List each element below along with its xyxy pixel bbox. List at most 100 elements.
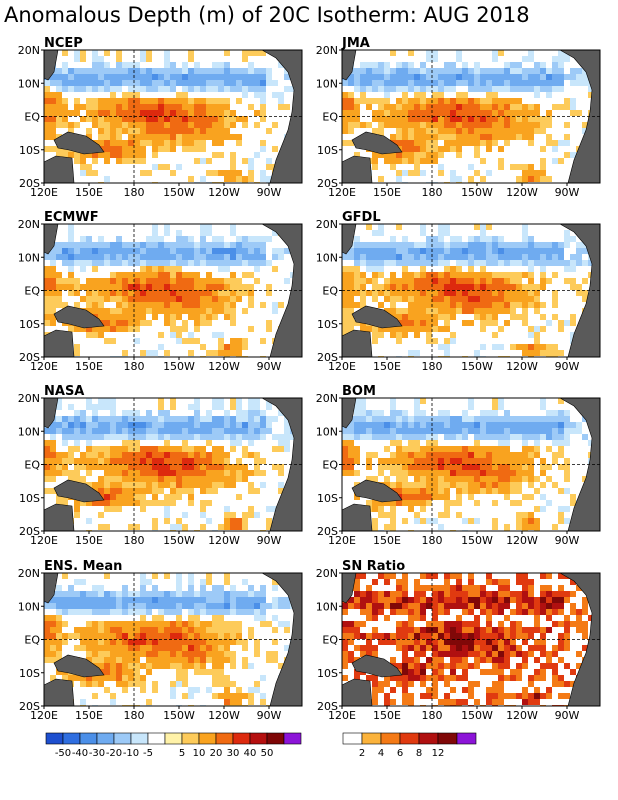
field-cell — [558, 110, 564, 116]
field-cell — [170, 482, 176, 488]
field-cell — [248, 260, 254, 266]
field-cell — [194, 428, 200, 434]
field-cell — [200, 254, 206, 260]
field-cell — [182, 278, 188, 284]
field-cell — [80, 224, 86, 230]
field-cell — [260, 404, 266, 410]
field-cell — [456, 80, 462, 86]
field-cell — [372, 122, 378, 128]
field-cell — [510, 50, 516, 56]
field-cell — [432, 308, 438, 314]
field-cell — [444, 272, 450, 278]
field-cell — [110, 152, 116, 158]
field-cell — [438, 68, 444, 74]
field-cell — [360, 296, 366, 302]
field-cell — [140, 512, 146, 518]
field-cell — [260, 338, 266, 344]
field-cell — [224, 452, 230, 458]
field-cell — [194, 518, 200, 524]
field-cell — [408, 158, 414, 164]
field-cell — [384, 224, 390, 230]
field-cell — [152, 350, 158, 356]
field-cell — [444, 56, 450, 62]
field-cell — [360, 50, 366, 56]
field-cell — [266, 110, 272, 116]
field-cell — [146, 506, 152, 512]
field-cell — [378, 266, 384, 272]
field-cell — [384, 62, 390, 68]
field-cell — [272, 230, 278, 236]
field-cell — [98, 458, 104, 464]
field-cell — [366, 74, 372, 80]
field-cell — [134, 140, 140, 146]
field-cell — [200, 506, 206, 512]
field-cell — [504, 224, 510, 230]
field-cell — [182, 434, 188, 440]
field-cell — [384, 68, 390, 74]
field-cell — [384, 80, 390, 86]
field-cell — [510, 302, 516, 308]
field-cell — [426, 236, 432, 242]
field-cell — [438, 260, 444, 266]
field-cell — [164, 506, 170, 512]
field-cell — [86, 122, 92, 128]
field-cell — [80, 422, 86, 428]
field-cell — [408, 290, 414, 296]
field-cell — [116, 260, 122, 266]
field-cell — [236, 254, 242, 260]
field-cell — [152, 146, 158, 152]
field-cell — [480, 122, 486, 128]
field-cell — [540, 170, 546, 176]
field-cell — [146, 452, 152, 458]
field-cell — [528, 326, 534, 332]
field-cell — [50, 314, 56, 320]
field-cell — [260, 62, 266, 68]
field-cell — [474, 224, 480, 230]
field-cell — [480, 284, 486, 290]
field-cell — [188, 488, 194, 494]
field-cell — [110, 50, 116, 56]
field-cell — [348, 326, 354, 332]
field-cell — [50, 254, 56, 260]
field-cell — [230, 92, 236, 98]
field-cell — [414, 314, 420, 320]
field-cell — [212, 110, 218, 116]
field-cell — [50, 434, 56, 440]
field-cell — [152, 128, 158, 134]
field-cell — [254, 512, 260, 518]
field-cell — [402, 74, 408, 80]
field-cell — [420, 110, 426, 116]
field-cell — [558, 134, 564, 140]
field-cell — [456, 176, 462, 182]
field-cell — [516, 314, 522, 320]
field-cell — [516, 230, 522, 236]
field-cell — [152, 260, 158, 266]
field-cell — [534, 248, 540, 254]
field-cell — [492, 122, 498, 128]
field-cell — [284, 464, 290, 470]
field-cell — [158, 254, 164, 260]
field-cell — [224, 470, 230, 476]
field-cell — [236, 122, 242, 128]
field-cell — [284, 446, 290, 452]
field-cell — [146, 122, 152, 128]
field-cell — [498, 176, 504, 182]
field-cell — [420, 62, 426, 68]
field-cell — [402, 170, 408, 176]
field-cell — [122, 458, 128, 464]
field-cell — [492, 176, 498, 182]
field-cell — [116, 404, 122, 410]
field-cell — [498, 254, 504, 260]
field-cell — [510, 74, 516, 80]
field-cell — [56, 470, 62, 476]
field-cell — [242, 230, 248, 236]
field-cell — [468, 260, 474, 266]
field-cell — [474, 242, 480, 248]
field-cell — [212, 500, 218, 506]
field-cell — [260, 230, 266, 236]
field-cell — [182, 422, 188, 428]
field-cell — [56, 410, 62, 416]
field-cell — [68, 86, 74, 92]
field-cell — [462, 92, 468, 98]
field-cell — [230, 272, 236, 278]
